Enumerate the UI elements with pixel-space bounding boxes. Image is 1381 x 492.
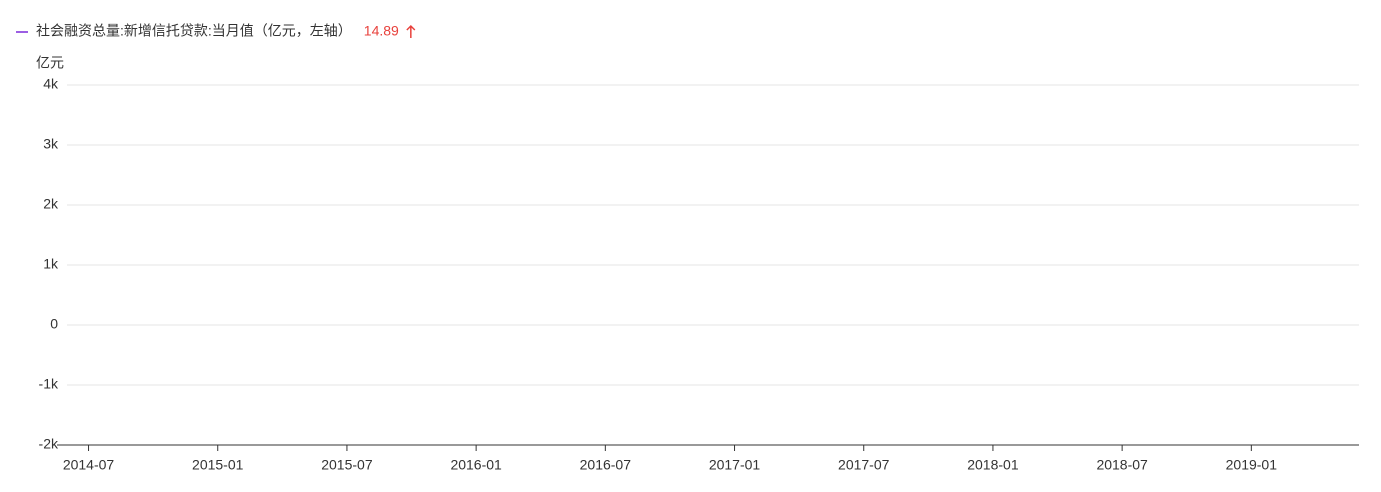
y-tick-label: 3k [43, 136, 59, 152]
y-tick-label: -1k [39, 376, 59, 392]
x-tick-label: 2018-07 [1096, 457, 1148, 473]
x-tick-label: 2016-07 [580, 457, 632, 473]
y-tick-label: 1k [43, 256, 59, 272]
x-tick-label: 2015-07 [321, 457, 373, 473]
x-tick-label: 2019-01 [1226, 457, 1278, 473]
legend-label: 社会融资总量:新增信托贷款:当月值（亿元，左轴） [36, 23, 352, 39]
y-unit: 亿元 [36, 55, 64, 71]
x-tick-label: 2015-01 [192, 457, 244, 473]
trend-arrow [406, 24, 416, 38]
y-tick-label: -2k [39, 436, 59, 452]
x-tick-label: 2016-01 [450, 457, 502, 473]
latest-value: 14.89 [364, 23, 399, 39]
y-tick-label: 2k [43, 196, 59, 212]
x-tick-label: 2017-01 [709, 457, 761, 473]
x-tick-label: 2014-07 [63, 457, 115, 473]
y-tick-label: 4k [43, 76, 59, 92]
x-tick-label: 2017-07 [838, 457, 890, 473]
y-tick-label: 0 [50, 316, 58, 332]
x-tick-label: 2018-01 [967, 457, 1019, 473]
